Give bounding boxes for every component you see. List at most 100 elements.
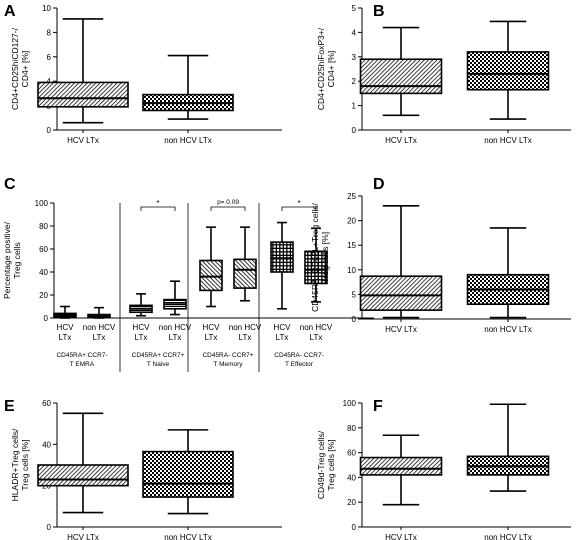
x-tick-label-1: non HCV LTx (164, 136, 211, 145)
y-tick-label-0: 0 (352, 523, 357, 532)
y-tick-label-0: 0 (44, 314, 49, 323)
significance-bracket-3 (281, 206, 317, 211)
y-tick-label-4: 80 (347, 424, 356, 433)
y-tick-label-2: 2 (352, 77, 357, 86)
y-axis-label-line-1: Treg cells (12, 242, 22, 279)
x-tick-label-0: HCV LTx (385, 533, 417, 540)
x-tick-label-0-1: non HCV LTx (83, 323, 116, 342)
x-tick-label-0: HCV LTx (67, 533, 99, 540)
x-tick-label-2-1: non HCV LTx (229, 323, 262, 342)
x-tick-label-line-1: LTx (135, 333, 148, 342)
group-label-line-1: T Naive (147, 361, 170, 368)
group-label-1: CD45RA+ CCR7+ T Naive (132, 352, 185, 368)
x-tick-label-line-1: LTx (59, 333, 72, 342)
group-label-line-0: CD45RA- CCR7- (274, 352, 323, 359)
y-tick-label-1: 1 (352, 102, 357, 111)
y-tick-label-4: 80 (39, 222, 48, 231)
x-tick-label-1-0: HCV LTx (133, 323, 151, 342)
significance-label-2: p= 0.09 (217, 199, 239, 206)
y-tick-label-5: 100 (35, 199, 49, 208)
y-tick-label-1: 20 (347, 498, 356, 507)
x-tick-label-line-1: LTx (276, 333, 289, 342)
y-axis-label-line-1: Treg cells [%] (326, 439, 336, 490)
y-tick-label-5: 100 (343, 399, 357, 408)
group-label-line-0: CD45RA- CCR7+ (202, 352, 253, 359)
group-label-line-1: T Effector (285, 361, 314, 368)
y-tick-label-2: 10 (347, 266, 356, 275)
box-2-0 (199, 259, 223, 292)
x-tick-label-1: non HCV LTx (484, 136, 531, 145)
y-tick-label-0: 0 (352, 315, 357, 324)
x-tick-label-3-0: HCV LTx (274, 323, 292, 342)
y-axis-label-line-0: CD45RA+CD62L+Treg cells/ (310, 202, 320, 311)
y-tick-label-4: 20 (347, 217, 356, 226)
box-0 (359, 275, 443, 311)
x-tick-label-1: non HCV LTx (164, 533, 211, 540)
x-tick-label-line-1: LTx (239, 333, 252, 342)
panel-label: D (373, 176, 385, 193)
y-axis-label-line-1: CD4+ [%] (20, 51, 30, 88)
panel-label: C (4, 176, 16, 193)
box-0 (359, 58, 443, 95)
x-tick-label-1: non HCV LTx (484, 325, 531, 334)
x-tick-label-0: HCV LTx (67, 136, 99, 145)
y-tick-label-2: 40 (39, 268, 48, 277)
y-axis-label-line-0: CD49d-Treg cells/ (316, 430, 326, 499)
y-tick-label-4: 4 (352, 28, 357, 37)
box-1 (466, 51, 550, 91)
y-tick-label-1: 5 (352, 290, 357, 299)
x-tick-label-line-0: HCV (274, 323, 292, 332)
y-axis-label-line-1: Treg cells [%] (20, 439, 30, 490)
x-tick-label-0-0: HCV LTx (57, 323, 75, 342)
x-tick-label-line-0: HCV (57, 323, 75, 332)
group-label-line-1: T EMRA (70, 361, 95, 368)
y-tick-label-3: 3 (352, 53, 357, 62)
y-tick-label-0: 0 (47, 126, 52, 135)
panel-label: F (373, 398, 383, 415)
y-axis-label: Percentage positive/Treg cells (2, 221, 22, 299)
x-tick-label-0: HCV LTx (385, 136, 417, 145)
panel-F: 0 20 40 60 80 100 CD49d-Treg cells/Treg cells … (316, 398, 571, 540)
box-3-0 (270, 241, 294, 273)
significance-label-1: * (156, 199, 159, 208)
y-tick-label-5: 25 (347, 192, 356, 201)
y-tick-label-5: 5 (352, 4, 357, 13)
y-tick-label-0: 0 (47, 523, 52, 532)
x-tick-label-line-1: LTx (310, 333, 323, 342)
y-axis-label: HLADR+Treg cells/Treg cells [%] (10, 428, 30, 501)
box-0 (37, 464, 129, 487)
group-label-line-1: T Memory (213, 361, 243, 368)
group-0: HCV LTx non HCV LTx CD45RA+ CCR7- T EMRA (53, 305, 116, 368)
y-axis-label-line-1: Treg cells [%] (320, 232, 330, 283)
y-tick-label-3: 15 (347, 241, 356, 250)
panel-label: A (4, 3, 16, 20)
y-axis-label-line-1: CD4+ [%] (326, 51, 336, 88)
significance-label-3: * (297, 199, 300, 208)
panel-D: 0 5 10 15 20 25 CD45RA+CD62L+Treg cells/Treg c… (310, 176, 571, 334)
y-axis-label-line-0: CD4+CD25hiFoxP3+/ (316, 27, 326, 110)
y-axis-label: CD45RA+CD62L+Treg cells/Treg cells [%] (310, 202, 330, 311)
y-tick-label-2: 40 (42, 440, 51, 449)
x-tick-label-line-1: LTx (205, 333, 218, 342)
panel-E: 0204060HLADR+Treg cells/Treg cells [%]EH… (4, 398, 282, 540)
x-tick-label-line-0: non HCV (159, 323, 192, 332)
group-label-0: CD45RA+ CCR7- T EMRA (56, 352, 107, 368)
box-1 (142, 450, 234, 498)
panel-B: 0 1 2 3 4 5 CD4+CD25hiFoxP3+/CD4+ [%] B HCV LTx n… (316, 3, 571, 145)
box-2-1 (233, 258, 257, 289)
x-tick-label-line-0: non HCV (300, 323, 333, 332)
group-label-line-0: CD45RA+ CCR7+ (132, 352, 185, 359)
x-tick-label-line-0: HCV (203, 323, 221, 332)
y-axis-label: CD4+CD25hiFoxP3+/CD4+ [%] (316, 27, 336, 110)
group-label-line-0: CD45RA+ CCR7- (56, 352, 107, 359)
group-label-2: CD45RA- CCR7+ T Memory (202, 352, 253, 368)
x-tick-label-line-0: HCV (133, 323, 151, 332)
x-tick-label-2-0: HCV LTx (203, 323, 221, 342)
y-tick-label-3: 60 (42, 399, 51, 408)
box-0 (37, 81, 129, 108)
x-tick-label-1: non HCV LTx (484, 533, 531, 540)
